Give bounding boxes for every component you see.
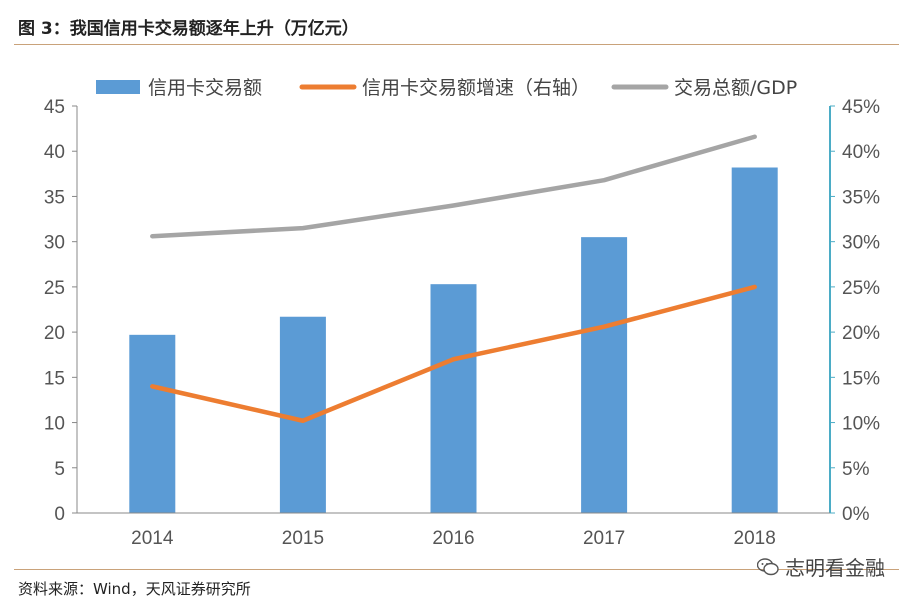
x-tick-label: 2016 xyxy=(432,528,474,549)
bottom-rule xyxy=(14,569,899,570)
bar-2014 xyxy=(129,334,176,513)
x-axis: 2014 2015 2016 2017 2018 xyxy=(77,512,830,549)
legend-swatch-bar xyxy=(96,80,140,94)
right-y-axis: 0% 5% 10% 15% 20% 25% 30% 35% 40% 45% xyxy=(829,97,880,525)
left-tick-label: 25 xyxy=(44,278,65,299)
combo-chart: 信用卡交易额 信用卡交易额增速（右轴） 交易总额/GDP 0 5 10 15 20 25 30 3… xyxy=(44,77,880,549)
legend-label: 信用卡交易额增速（右轴） xyxy=(362,77,590,99)
left-tick-label: 10 xyxy=(44,414,65,435)
right-tick-label: 5% xyxy=(842,459,870,480)
x-tick-label: 2015 xyxy=(282,528,324,549)
source-note: 资料来源：Wind，天风证券研究所 xyxy=(18,580,251,598)
left-y-axis: 0 5 10 15 20 25 30 35 40 45 xyxy=(44,97,78,525)
right-tick-label: 25% xyxy=(842,278,880,299)
right-tick-label: 35% xyxy=(842,187,880,208)
x-tick-label: 2014 xyxy=(131,528,174,549)
figure-title: 图 3：我国信用卡交易额逐年上升（万亿元） xyxy=(18,19,359,39)
left-tick-label: 5 xyxy=(54,459,65,480)
right-tick-label: 45% xyxy=(842,97,880,118)
right-tick-label: 0% xyxy=(842,504,870,525)
right-tick-label: 10% xyxy=(842,414,880,435)
bar-2016 xyxy=(430,284,477,513)
right-tick-label: 20% xyxy=(842,323,880,344)
right-tick-label: 30% xyxy=(842,233,880,254)
bar-2017 xyxy=(581,237,628,513)
right-tick-label: 15% xyxy=(842,368,880,389)
left-tick-label: 20 xyxy=(44,323,65,344)
watermark-text: 志明看金融 xyxy=(785,556,885,580)
bar-series xyxy=(129,167,778,513)
right-tick-label: 40% xyxy=(842,142,880,163)
legend-label: 交易总额/GDP xyxy=(674,77,797,99)
gdp-ratio-line xyxy=(150,134,757,239)
left-tick-label: 15 xyxy=(44,368,65,389)
legend: 信用卡交易额 信用卡交易额增速（右轴） 交易总额/GDP xyxy=(96,77,797,99)
legend-label: 信用卡交易额 xyxy=(148,77,262,99)
left-tick-label: 30 xyxy=(44,233,65,254)
bar-2018 xyxy=(731,167,778,513)
watermark: 志明看金融 xyxy=(757,552,885,581)
wechat-icon xyxy=(757,557,779,575)
left-tick-label: 45 xyxy=(44,97,65,118)
x-tick-label: 2017 xyxy=(583,528,625,549)
left-tick-label: 40 xyxy=(44,142,65,163)
line-series xyxy=(150,134,757,423)
top-rule xyxy=(14,44,899,45)
left-tick-label: 0 xyxy=(54,504,65,525)
x-tick-label: 2018 xyxy=(734,528,776,549)
left-tick-label: 35 xyxy=(44,187,65,208)
